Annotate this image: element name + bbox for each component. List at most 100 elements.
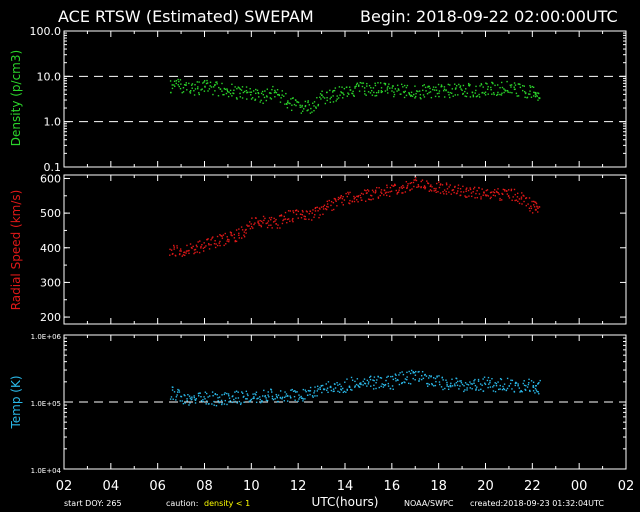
temp-point — [323, 388, 326, 390]
temp-point — [523, 384, 526, 387]
temp-point — [220, 399, 223, 402]
density-point — [332, 101, 335, 103]
speed-point — [535, 208, 537, 211]
density-point — [301, 110, 304, 112]
density-point — [449, 84, 451, 86]
speed-point — [228, 239, 230, 241]
speed-point — [174, 255, 177, 257]
density-point — [336, 95, 338, 97]
density-point — [531, 85, 534, 88]
density-point — [312, 102, 314, 104]
temp-point — [523, 380, 525, 382]
temp-point — [372, 388, 375, 390]
temp-point — [408, 370, 410, 373]
density-point — [254, 99, 256, 101]
density-point — [506, 80, 508, 83]
temp-point — [418, 380, 420, 382]
speed-point — [210, 243, 212, 246]
density-point — [264, 90, 266, 92]
speed-point — [266, 222, 269, 224]
temp-point — [422, 377, 425, 380]
density-point — [379, 82, 382, 84]
density-point — [517, 95, 520, 97]
density-point — [374, 84, 377, 87]
speed-point — [284, 218, 287, 220]
density-point — [397, 88, 400, 90]
density-point — [468, 84, 470, 86]
temp-point — [250, 398, 253, 401]
temp-point — [319, 386, 321, 389]
density-point — [235, 97, 238, 99]
speed-point — [517, 200, 519, 203]
speed-point — [497, 188, 499, 190]
temp-point — [189, 402, 191, 404]
temp-point — [375, 381, 377, 384]
temp-point — [501, 388, 504, 391]
speed-point — [297, 217, 299, 219]
density-point — [491, 82, 494, 84]
chart-title: ACE RTSW (Estimated) SWEPAM — [58, 7, 314, 26]
speed-point — [525, 204, 527, 207]
temp-point — [221, 403, 223, 406]
temp-point — [475, 388, 477, 390]
density-point — [276, 89, 279, 91]
density-point — [483, 92, 486, 95]
density-point — [422, 89, 424, 92]
density-point — [513, 82, 516, 84]
temp-point — [217, 400, 219, 402]
density-point — [306, 109, 308, 112]
temp-point — [413, 371, 416, 374]
density-point — [217, 95, 220, 97]
speed-point — [474, 197, 476, 199]
temp-point — [255, 394, 257, 396]
density-point — [202, 82, 204, 84]
speed-point — [188, 252, 190, 255]
speed-point — [525, 197, 528, 199]
density-point — [462, 92, 464, 95]
density-point — [511, 92, 513, 94]
speed-point — [533, 206, 536, 208]
x-tick-label: 02 — [618, 479, 635, 494]
density-point — [490, 89, 492, 91]
speed-point — [347, 193, 350, 195]
temp-point — [460, 380, 462, 382]
density-point — [227, 95, 230, 98]
density-point — [420, 98, 422, 100]
temp-point — [427, 382, 429, 385]
density-point — [465, 95, 468, 98]
density-point — [438, 92, 440, 94]
temp-point — [343, 390, 346, 393]
speed-point — [247, 225, 249, 227]
speed-point — [464, 195, 466, 197]
speed-point — [356, 195, 358, 198]
speed-point — [275, 218, 277, 221]
temp-point — [403, 381, 405, 383]
density-point — [494, 84, 496, 87]
speed-point — [295, 209, 298, 211]
speed-point — [510, 189, 512, 192]
temp-point — [432, 377, 435, 379]
speed-point — [233, 233, 236, 236]
density-point — [255, 92, 257, 95]
density-point — [355, 85, 357, 87]
temp-point — [354, 385, 356, 387]
temp-point — [484, 383, 487, 386]
density-point — [191, 87, 193, 89]
speed-point — [510, 188, 513, 191]
speed-point — [318, 207, 321, 209]
density-point — [250, 94, 252, 96]
density-point — [255, 88, 257, 91]
speed-point — [386, 186, 388, 189]
density-point — [450, 92, 453, 94]
speed-point — [173, 248, 175, 250]
temp-point — [446, 385, 448, 387]
density-point — [171, 84, 173, 86]
temp-point — [276, 395, 278, 398]
density-point — [295, 99, 297, 102]
density-point — [404, 90, 406, 93]
speed-point — [200, 245, 202, 248]
speed-point — [482, 194, 484, 196]
speed-point — [384, 192, 387, 194]
temp-point — [412, 371, 414, 373]
speed-point — [314, 207, 317, 210]
